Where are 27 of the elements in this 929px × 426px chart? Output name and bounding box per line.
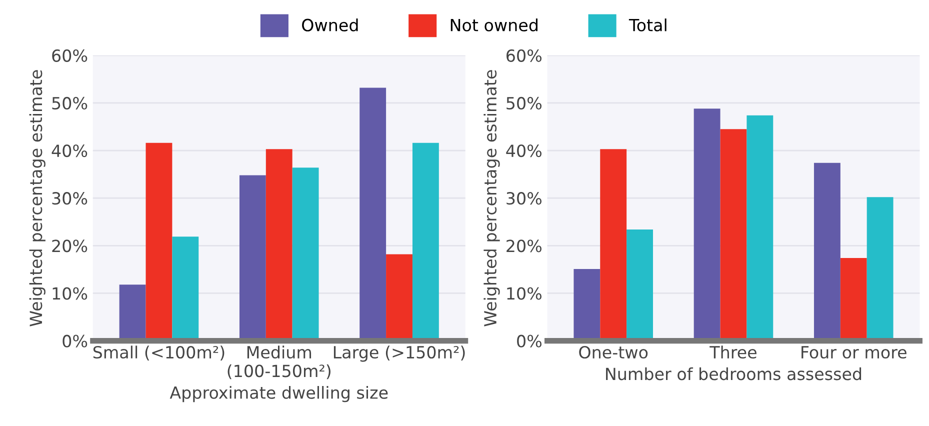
x-axis-title: Approximate dwelling size xyxy=(170,386,388,402)
y-tick-label: 20% xyxy=(506,240,542,252)
y-tick-label: 60% xyxy=(506,49,542,62)
y-tick-label: 10% xyxy=(507,287,542,300)
legend-label: Owned xyxy=(302,18,358,32)
x-tick-label: Large (>150m²) xyxy=(334,346,465,362)
y-tick-label: 50% xyxy=(52,96,88,110)
legend-label: Not owned xyxy=(450,18,538,32)
legend-label: Total xyxy=(628,18,666,32)
y-tick-label: 10% xyxy=(52,287,88,300)
x-tick-label: Four or more xyxy=(802,346,906,359)
y-tick-label: 20% xyxy=(52,240,88,252)
x-tick-label: Three xyxy=(710,346,756,359)
y-tick-label: 40% xyxy=(52,144,88,158)
y-tick-label: 40% xyxy=(506,144,542,158)
y-tick-label: 0% xyxy=(517,334,542,348)
x-axis-title: Number of bedrooms assessed xyxy=(606,367,862,380)
x-tick-label: Medium (100-150m²) xyxy=(228,346,330,380)
y-axis-title: Weighted percentage estimate xyxy=(484,70,500,326)
y-tick-label: 50% xyxy=(506,96,542,110)
y-tick-label: 0% xyxy=(62,334,88,348)
x-tick-label: Small (<100m²) xyxy=(93,346,224,361)
y-tick-label: 60% xyxy=(52,49,88,62)
y-axis-title: Weighted percentage estimate xyxy=(29,70,46,326)
x-tick-label: One-two xyxy=(579,346,648,359)
y-tick-label: 30% xyxy=(506,192,542,205)
y-tick-label: 30% xyxy=(52,192,88,205)
